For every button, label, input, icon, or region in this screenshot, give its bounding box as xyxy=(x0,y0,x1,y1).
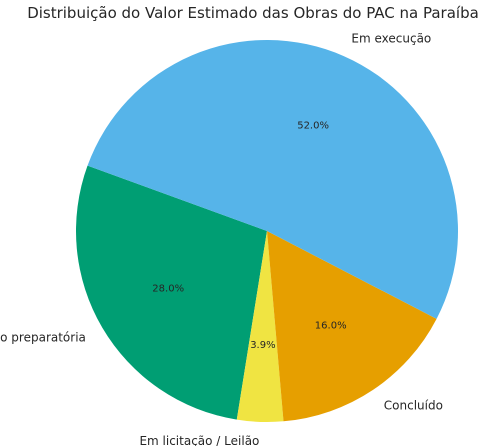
slice-percent-label-1: 3.9% xyxy=(250,340,275,351)
slice-label-0: Em ação preparatória xyxy=(0,331,86,345)
pie-slice-3 xyxy=(87,39,459,319)
pie-slice-0 xyxy=(75,165,267,420)
slice-percent-label-0: 28.0% xyxy=(152,284,184,295)
slice-percent-label-3: 52.0% xyxy=(297,121,329,132)
percent-labels: 28.0% 3.9% 16.0% 52.0% xyxy=(152,121,346,351)
slice-label-1: Em licitação / Leilão xyxy=(139,434,259,446)
chart-title: Distribuição do Valor Estimado das Obras… xyxy=(27,4,479,22)
slice-labels: Em ação preparatória Em licitação / Leilã… xyxy=(0,32,443,446)
pie-slices xyxy=(75,39,459,423)
slice-label-3: Em execução xyxy=(351,32,431,46)
pie-slice-1 xyxy=(236,231,284,423)
slice-label-2: Concluído xyxy=(384,399,443,413)
slice-percent-label-2: 16.0% xyxy=(315,321,347,332)
pie-slice-2 xyxy=(267,231,437,422)
